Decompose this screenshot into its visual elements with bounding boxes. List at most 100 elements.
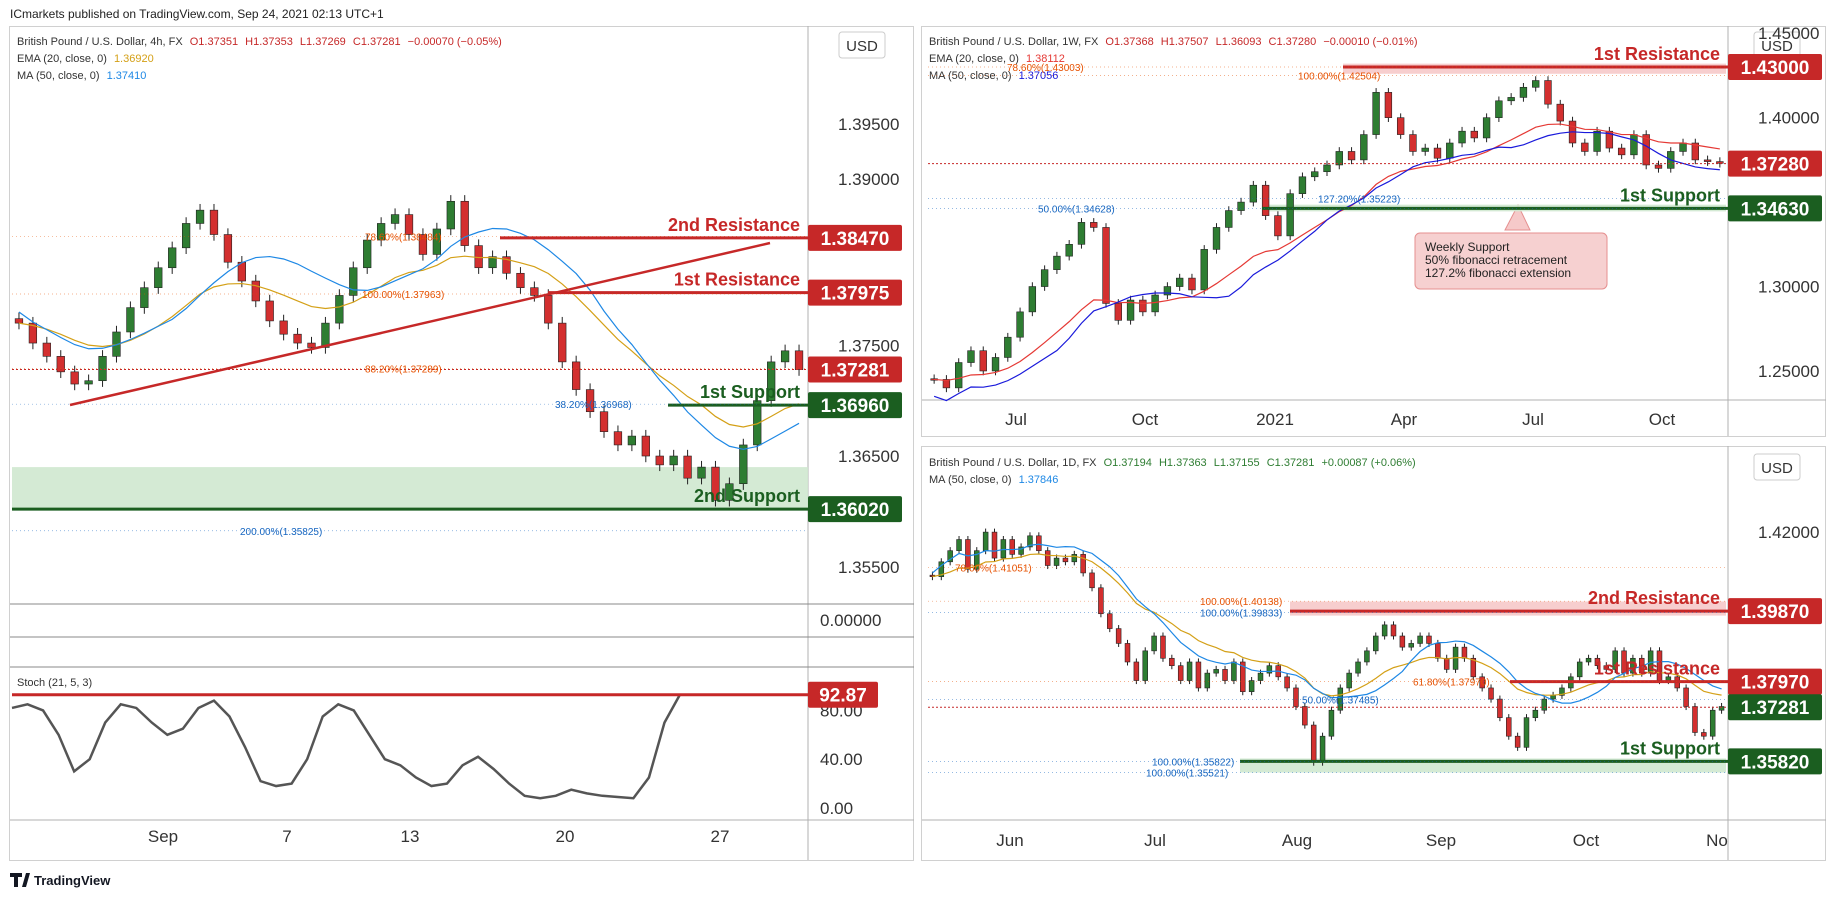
h4-candle <box>794 350 804 370</box>
tradingview-logo[interactable]: TradingView <box>10 873 111 888</box>
d1-candle <box>1169 657 1175 666</box>
w1-candle <box>1519 86 1528 98</box>
h4-candle <box>516 272 525 288</box>
h4-candle <box>28 322 38 344</box>
h4-level-name: 1st Resistance <box>674 270 800 290</box>
d1-x-tick: Sep <box>1426 831 1456 850</box>
h4-level-badge <box>808 224 902 251</box>
d1-candle <box>982 531 989 551</box>
d1-x-tick: Oct <box>1573 831 1600 850</box>
d1-candle <box>1248 680 1255 692</box>
d1-candle <box>956 539 962 551</box>
h4-candle <box>669 455 678 466</box>
h4-candle <box>488 256 497 269</box>
d1-candle <box>1497 698 1503 718</box>
svg-text:British Pound / U.S. Dollar, 1: British Pound / U.S. Dollar, 1W, FX O1.3… <box>929 36 1418 48</box>
h4-stoch-line <box>11 693 682 800</box>
d1-candle <box>1381 624 1388 637</box>
svg-text:USD: USD <box>1761 460 1793 477</box>
w1-level-value: 1.34630 <box>1741 199 1810 220</box>
h4-candle <box>725 483 734 501</box>
w1-candle <box>979 350 987 372</box>
w1-candle <box>1274 215 1282 237</box>
h4-candle <box>599 411 609 432</box>
h4-candle <box>321 322 330 348</box>
d1-fib-label: 100.00%(1.39833) <box>1200 609 1282 620</box>
h4-ma-line <box>18 227 800 450</box>
h4-osc-label: Stoch (21, 5, 3) <box>17 677 92 689</box>
w1-candle <box>991 357 1000 372</box>
d1-candle <box>1346 672 1352 689</box>
h4-candle <box>377 223 386 241</box>
svg-text:USD: USD <box>1761 38 1793 55</box>
h4-level-name: 2nd Resistance <box>668 215 800 235</box>
w1-candle <box>1360 134 1368 161</box>
d1-ema-line <box>932 553 1722 697</box>
w1-candle <box>1323 164 1331 173</box>
d1-fib-label: 100.00%(1.40138) <box>1200 597 1282 608</box>
w1-candle <box>1151 294 1159 313</box>
h4-currency-badge[interactable]: USD <box>838 31 886 59</box>
h4-x-tick: 27 <box>711 827 730 846</box>
h4-candle <box>585 389 595 413</box>
d1-level-badge <box>1728 694 1822 721</box>
h4-candle <box>56 356 65 373</box>
h4-level-value: 1.37975 <box>821 284 890 305</box>
w1-level-badge <box>1728 150 1822 177</box>
w1-candle <box>1261 184 1270 216</box>
h4-candle <box>683 455 692 479</box>
w1-candle <box>1372 92 1380 135</box>
w1-candle <box>967 350 975 363</box>
w1-level-name: 1st Resistance <box>1594 44 1720 64</box>
w1-fib-label: 50.00%(1.34628) <box>1038 204 1115 215</box>
d1-level-badge <box>1728 598 1822 625</box>
d1-x-tick: No <box>1706 831 1728 850</box>
w1-candle <box>1654 164 1663 169</box>
w1-candle <box>1188 277 1196 291</box>
h4-level-value: 1.36020 <box>821 500 890 521</box>
h4-stoch-badge <box>808 681 878 708</box>
h4-stoch-value: 92.87 <box>819 686 867 707</box>
w1-level-badge <box>1728 195 1822 222</box>
w1-candle <box>1421 147 1429 152</box>
d1-candle <box>1177 665 1184 681</box>
d1-legend: British Pound / U.S. Dollar, 1D, FX O1.3… <box>929 457 1416 486</box>
w1-x-tick: Oct <box>1649 410 1676 429</box>
d1-candle <box>1399 635 1406 648</box>
w1-candle <box>1053 255 1061 270</box>
w1-candle <box>1593 130 1601 152</box>
d1-candle <box>1390 624 1397 637</box>
h4-x-tick: 13 <box>401 827 420 846</box>
d1-candle <box>1718 706 1725 711</box>
h4-candle <box>335 295 344 324</box>
w1-chart: 1.45000 1.40000 1.30000 1.25000 Jul Oct 2021 Ap… <box>928 24 1822 429</box>
d1-candle <box>1098 587 1104 615</box>
h4-candle <box>558 322 567 363</box>
w1-level-value: 1.37280 <box>1741 155 1810 176</box>
w1-resistance-zone <box>1343 63 1726 74</box>
w1-candle <box>1409 134 1417 152</box>
d1-candle <box>1319 735 1326 763</box>
d1-candle <box>1284 676 1290 689</box>
d1-candle <box>974 550 980 570</box>
d1-candle <box>1213 669 1219 674</box>
d1-candle <box>1408 643 1414 648</box>
d1-candle <box>938 561 945 577</box>
w1-currency-badge[interactable]: USD <box>1753 31 1801 59</box>
h4-candle <box>307 342 316 348</box>
svg-text:USD: USD <box>846 38 878 55</box>
d1-candle <box>1089 572 1095 589</box>
h4-candle <box>767 361 776 401</box>
d1-candle <box>1683 687 1689 707</box>
w1-y-tick: 1.25000 <box>1758 362 1819 381</box>
w1-ma-line <box>933 131 1720 402</box>
h4-level-badge <box>808 496 902 523</box>
w1-candle <box>1077 222 1086 245</box>
d1-candle <box>1133 661 1140 681</box>
d1-candle <box>1107 613 1113 629</box>
h4-x-tick: Sep <box>148 827 178 846</box>
d1-candle <box>1488 687 1494 700</box>
d1-candle <box>1443 657 1450 670</box>
w1-candle <box>1249 184 1258 203</box>
d1-currency-badge[interactable]: USD <box>1753 453 1801 481</box>
